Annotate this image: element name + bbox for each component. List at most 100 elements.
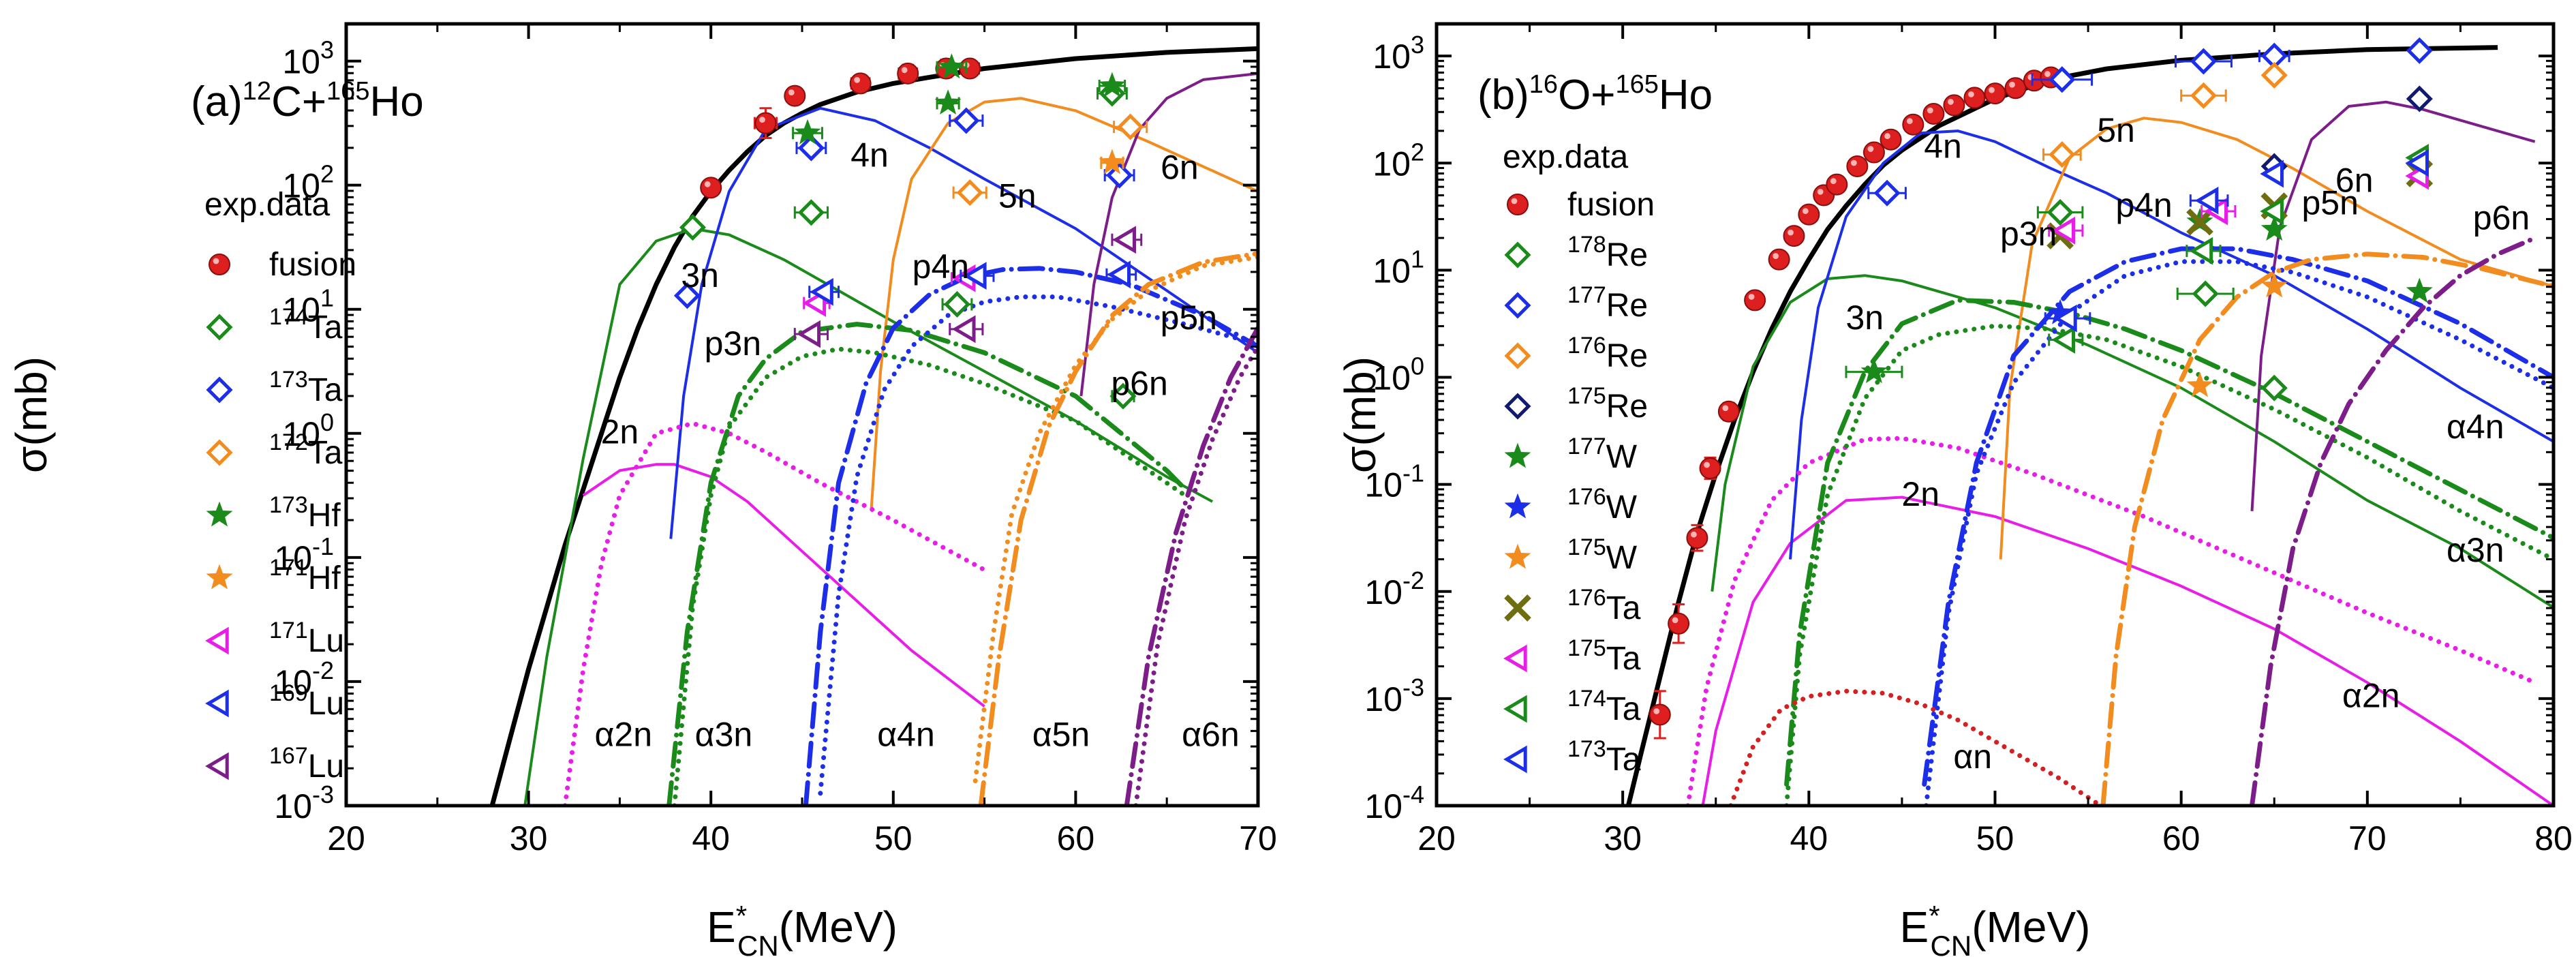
marker-triangle: [2194, 186, 2219, 215]
marker-diamond: [2260, 61, 2288, 89]
legend-item: 171Hf: [206, 555, 341, 596]
marker-diamond: [1873, 179, 1901, 207]
marker-highlight: [1867, 146, 1874, 152]
legend-marker: [1504, 393, 1531, 420]
legend-label: 177W: [1567, 434, 1638, 475]
legend-item: fusion: [1507, 187, 1655, 223]
data-point-ball: [2004, 77, 2027, 100]
x-tick-label: 40: [1790, 819, 1828, 857]
marker: [794, 119, 821, 145]
legend-item: 173Ta: [206, 367, 343, 408]
data-point-diamond: [2042, 141, 2082, 168]
x-tick-label: 50: [1976, 819, 2014, 857]
marker: [2406, 37, 2433, 64]
legend-marker: [1503, 695, 1527, 723]
marker: [1783, 225, 1805, 247]
data-point-star: [1845, 358, 1903, 384]
legend-marker: [1504, 342, 1531, 369]
marker-highlight: [1748, 293, 1755, 300]
marker-triangle: [2051, 216, 2075, 245]
marker-star: [2260, 272, 2288, 298]
y-tick-label: 10-1: [274, 532, 334, 577]
data-point-star: [2406, 277, 2433, 303]
legend-marker: [1504, 493, 1531, 519]
data-point-ball: [1846, 155, 1869, 177]
x-tick-label: 60: [2162, 819, 2201, 857]
legend-marker: [206, 564, 233, 590]
data-point-diamond: [2176, 280, 2235, 307]
curve-label: 3n: [681, 256, 719, 294]
marker-triangle: [2260, 160, 2284, 188]
marker-highlight: [1948, 99, 1954, 105]
curve-4n: [669, 106, 1258, 539]
marker-diamond: [2049, 141, 2076, 168]
data-point-star: [936, 53, 968, 79]
legend-label: 177Re: [1567, 282, 1648, 324]
chart-panel-b: 20 30 40 50 60 70 8010-410-310-210-11001011021…: [1336, 22, 2573, 957]
marker: [2189, 237, 2213, 265]
curve-label: 5n: [998, 177, 1037, 215]
data-point-ball: [753, 107, 778, 139]
data-point-cross: [2186, 208, 2213, 236]
curve-n-dotted: [1728, 688, 2100, 806]
x-axis: 20 30 40 50 60 70: [327, 24, 1277, 857]
curve-6n-dashdot: [1124, 325, 1258, 806]
marker: [673, 282, 701, 309]
marker: [2004, 77, 2027, 100]
marker-ball: [754, 112, 777, 134]
marker-triangle: [1112, 226, 1137, 254]
marker: [1099, 149, 1126, 174]
x-tick-label: 40: [692, 819, 730, 857]
x-tick-label: 70: [2348, 819, 2387, 857]
data-point-star: [1099, 149, 1126, 174]
curve-label: α3n: [2447, 531, 2504, 569]
marker: [1826, 173, 1848, 196]
marker: [1860, 358, 1888, 384]
marker: [2053, 304, 2077, 333]
marker-ball: [1984, 82, 2006, 105]
data-point-diamond: [941, 290, 973, 318]
marker: [962, 262, 987, 290]
legend-marker: [205, 689, 229, 718]
legend-marker: [1507, 194, 1529, 215]
marker-star: [1504, 543, 1531, 569]
marker-highlight: [1850, 160, 1857, 166]
marker: [2194, 186, 2219, 215]
marker-diamond: [2190, 48, 2217, 75]
marker-ball: [1744, 289, 1766, 312]
marker: [1107, 260, 1131, 289]
legend-label: 176W: [1567, 484, 1638, 526]
y-tick-label: 10-3: [1364, 673, 1424, 718]
legend-label: fusion: [1567, 187, 1655, 223]
marker: [2051, 326, 2075, 354]
marker-diamond: [943, 290, 970, 318]
marker-triangle: [962, 262, 987, 290]
data-point-diamond: [679, 214, 706, 241]
marker-highlight: [1906, 118, 1913, 125]
marker: [1922, 102, 1945, 125]
data-point-ball: [1798, 203, 1820, 226]
curve-p3n-dotted: [1784, 323, 2554, 806]
curve-5n: [1999, 117, 2554, 560]
marker-triangle: [2189, 237, 2213, 265]
marker: [1768, 248, 1790, 271]
legend-item: fusion: [209, 247, 356, 283]
marker-diamond: [2260, 374, 2288, 401]
y-tick-label: 10-2: [1364, 566, 1424, 611]
marker: [1846, 155, 1869, 177]
marker-ball: [1922, 102, 1945, 125]
curve-label: p6n: [1111, 364, 1167, 402]
marker-ball: [1826, 173, 1848, 196]
y-tick-label: 101: [282, 284, 334, 329]
marker-diamond: [206, 314, 233, 341]
curve-2n: [582, 463, 985, 708]
legend-item: 175Ta: [1503, 635, 1641, 677]
marker-star: [934, 89, 962, 115]
x-tick-label: 30: [510, 819, 548, 857]
marker: [2051, 216, 2075, 245]
marker-diamond: [2049, 66, 2076, 93]
curve-label: 3n: [1845, 299, 1884, 337]
marker-ball: [959, 57, 981, 80]
legend-marker: [206, 501, 233, 527]
marker: [2049, 66, 2076, 93]
